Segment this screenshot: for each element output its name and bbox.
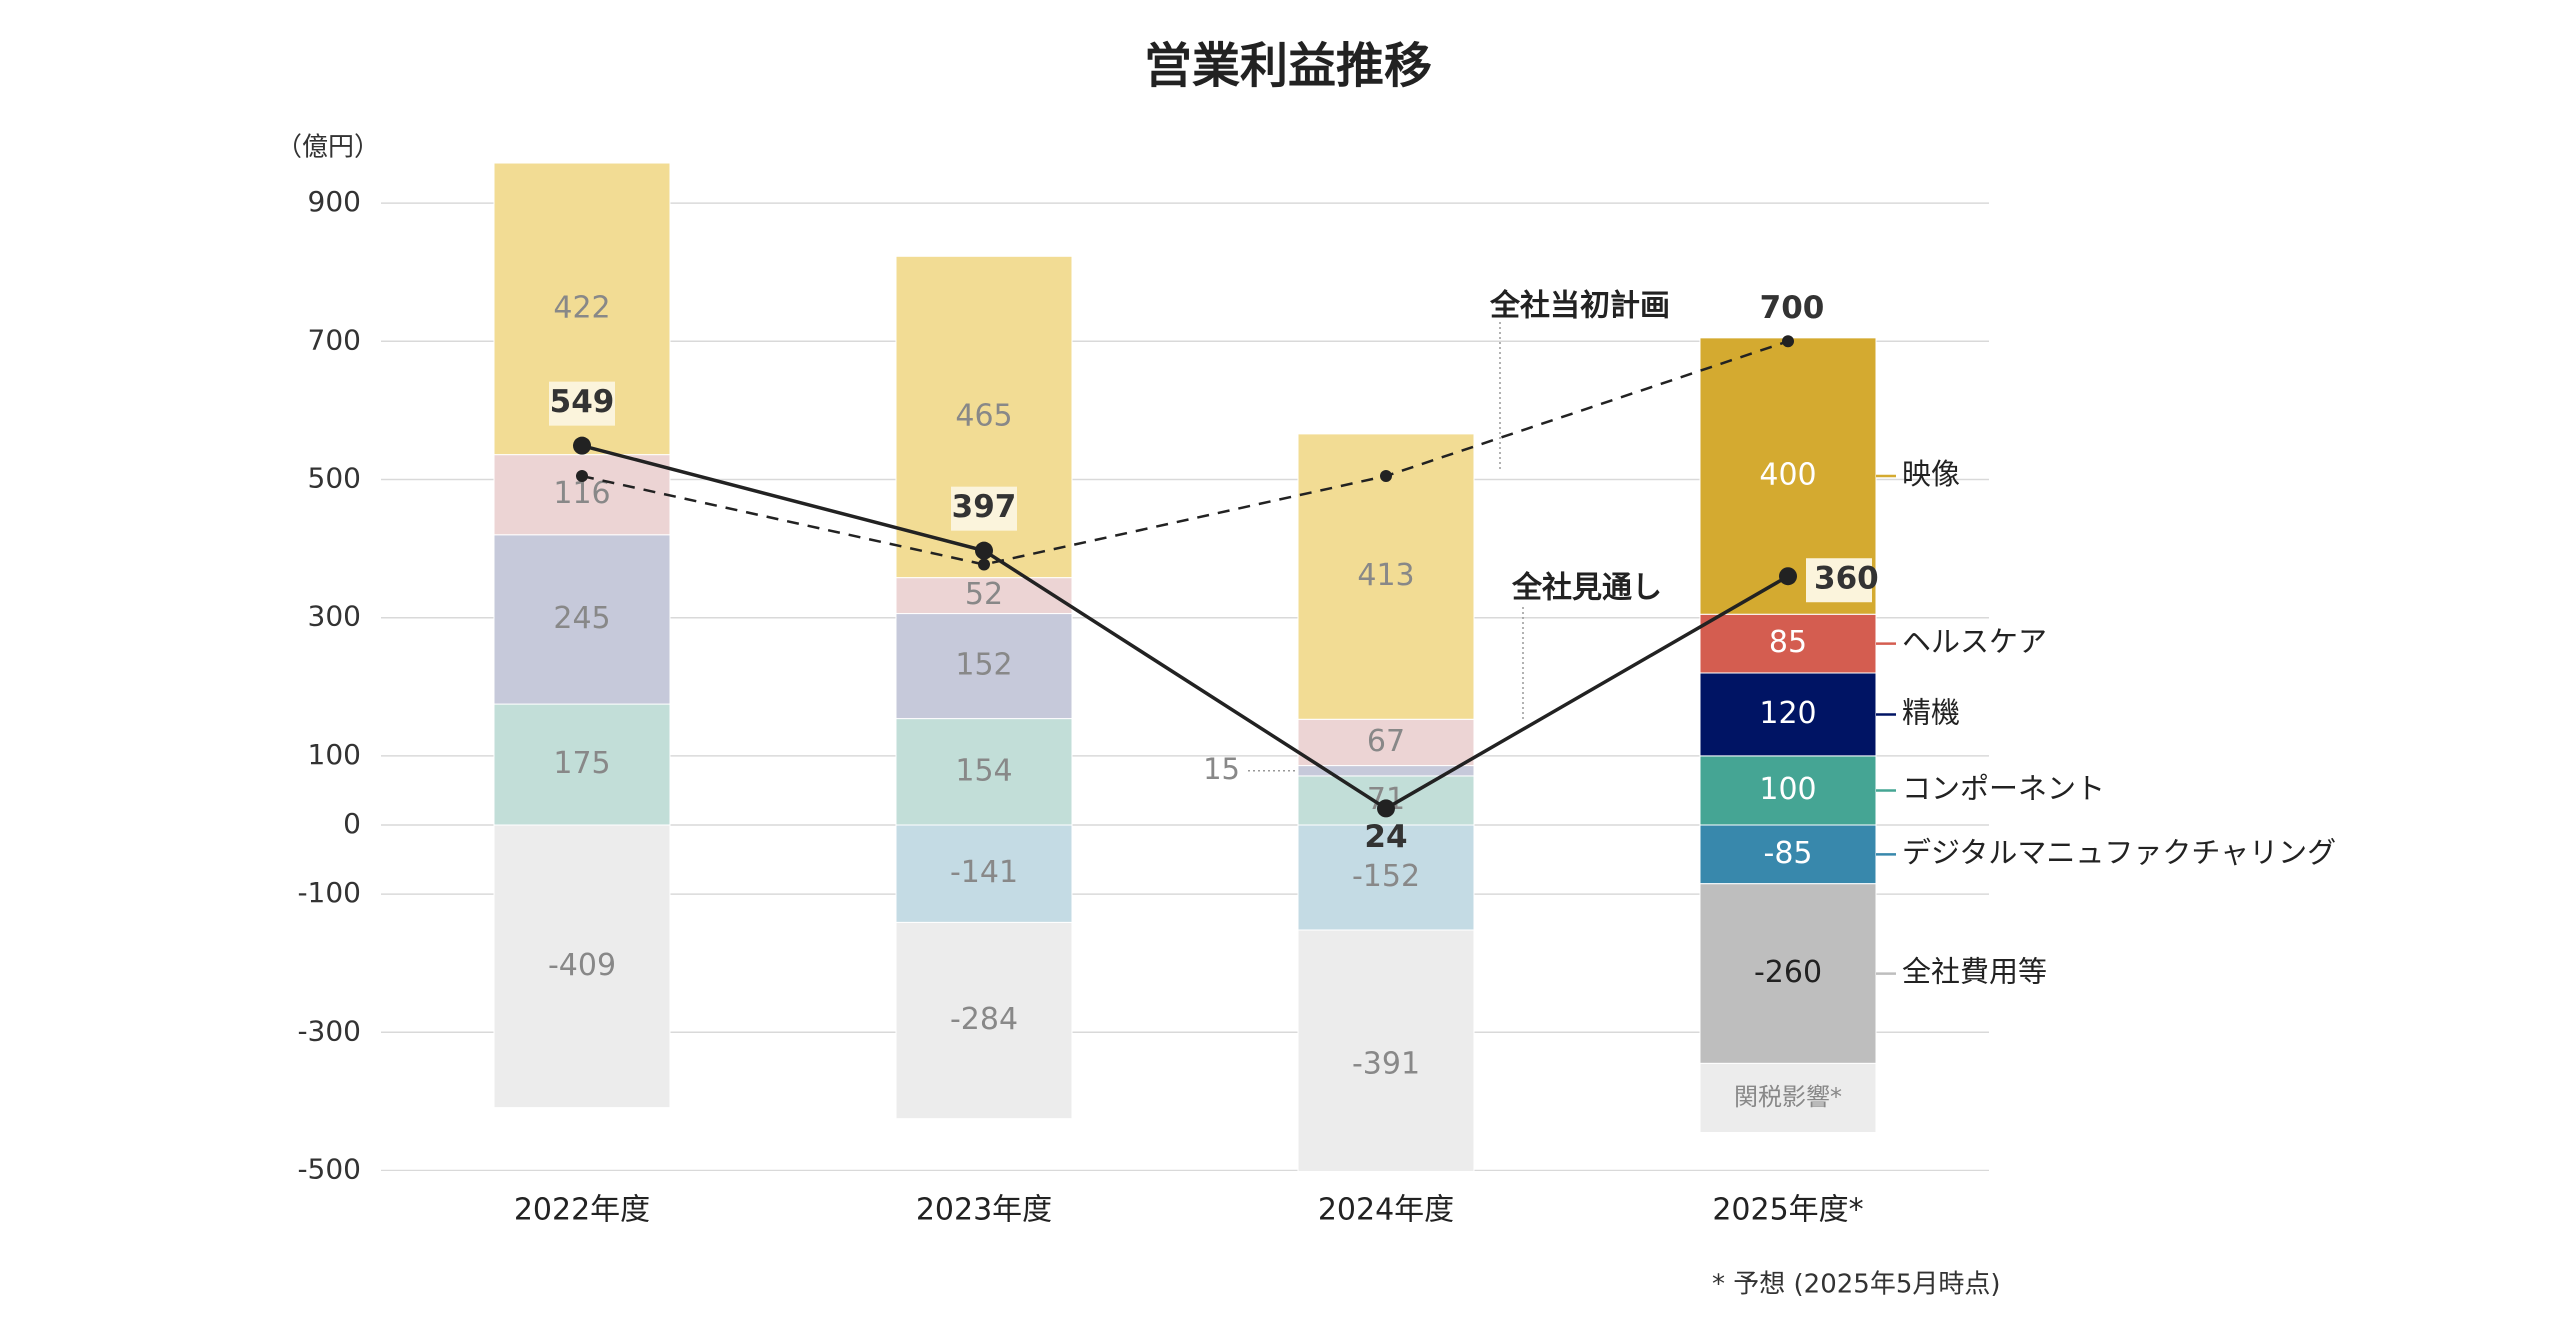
segment-label: 152	[955, 648, 1012, 683]
line-value-label: 24	[1364, 819, 1407, 855]
line-point	[573, 436, 591, 455]
line-value-label: 700	[1760, 290, 1825, 326]
segment-label: 154	[955, 753, 1012, 788]
segment-label: 100	[1759, 772, 1816, 807]
segment-label: 175	[553, 746, 610, 781]
bar-segment	[1297, 929, 1475, 1171]
line-series	[581, 443, 1789, 811]
segment-label: -85	[1764, 836, 1813, 871]
bar-segment	[895, 577, 1073, 615]
bar-segment	[895, 824, 1073, 923]
line-value-label: 397	[952, 489, 1017, 525]
bar-segment	[493, 534, 671, 705]
segment-label: 413	[1357, 558, 1414, 593]
label-box	[1806, 558, 1872, 603]
segment-label: -152	[1352, 859, 1420, 894]
legend-label: コンポーネント	[1902, 771, 2105, 805]
plot	[381, 162, 1989, 1171]
segment-label: 422	[553, 290, 610, 325]
segment-label: 15	[1203, 752, 1240, 786]
line-point	[1779, 567, 1797, 586]
y-unit: （億円）	[276, 133, 380, 163]
bar-segment	[1699, 883, 1877, 1064]
footnote: * 予想 (2025年5月時点)	[1712, 1270, 2001, 1300]
x-tick-label: 2024年度	[1318, 1193, 1454, 1228]
label-box	[951, 486, 1017, 531]
bar-segment	[1297, 824, 1475, 931]
line-name: 全社当初計画	[1489, 289, 1670, 324]
bar-segment	[895, 718, 1073, 826]
overlay: 9007005003001000-100-300-5002022年度175245…	[297, 185, 2336, 1227]
segment-label: -284	[950, 1002, 1018, 1037]
bar-segment	[493, 824, 671, 1109]
y-tick-label: 100	[308, 738, 361, 771]
x-tick-label: 2022年度	[514, 1193, 650, 1228]
y-tick-label: 700	[308, 323, 361, 356]
bar-segment	[1699, 1062, 1877, 1133]
line-value-label: 360	[1814, 561, 1879, 597]
line-value-label: 549	[550, 384, 615, 420]
line-point	[576, 470, 588, 483]
label-box	[549, 381, 615, 426]
bar-segment	[1297, 718, 1475, 767]
segment-label: 52	[965, 577, 1003, 612]
line-point	[1377, 799, 1395, 818]
segment-label: 関税影響*	[1734, 1083, 1842, 1111]
legend-label: デジタルマニュファクチャリング	[1902, 835, 2336, 869]
y-tick-label: 500	[308, 462, 361, 495]
line-point	[978, 558, 990, 571]
segment-label: -409	[548, 948, 616, 983]
y-tick-label: -300	[297, 1014, 361, 1047]
x-tick-label: 2023年度	[916, 1193, 1052, 1228]
segment-label: 245	[553, 601, 610, 636]
bar-segment	[493, 703, 671, 826]
line-point	[975, 541, 993, 560]
segment-label: 85	[1769, 625, 1807, 660]
chart-title: 営業利益推移	[1144, 38, 1432, 94]
y-tick-label: 300	[308, 600, 361, 633]
segment-label: -141	[950, 855, 1018, 890]
line-series	[581, 340, 1789, 566]
line-point	[1782, 335, 1794, 348]
x-tick-label: 2025年度*	[1712, 1193, 1863, 1228]
y-tick-label: 900	[308, 185, 361, 218]
legend-label: 映像	[1902, 457, 1960, 491]
legend-label: 全社費用等	[1902, 955, 2047, 989]
segment-label: -391	[1352, 1047, 1420, 1082]
y-tick-label: -100	[297, 876, 361, 909]
segment-label: 400	[1759, 458, 1816, 493]
line-name: 全社見通し	[1511, 571, 1662, 606]
segment-label: 67	[1367, 724, 1405, 759]
segment-label: 120	[1759, 696, 1816, 731]
legend-label: ヘルスケア	[1902, 625, 2047, 659]
y-tick-label: -500	[297, 1153, 361, 1186]
segment-label: -260	[1754, 955, 1822, 990]
line-point	[1380, 470, 1392, 483]
legend-label: 精機	[1902, 695, 1960, 729]
bar-segment	[493, 454, 671, 536]
bar-segment	[895, 921, 1073, 1120]
segment-label: 465	[955, 398, 1012, 433]
y-tick-label: 0	[343, 807, 361, 840]
